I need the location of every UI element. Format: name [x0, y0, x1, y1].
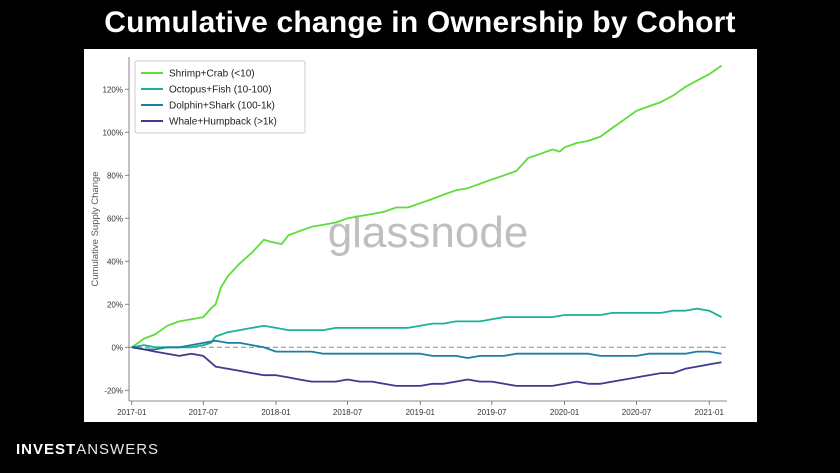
y-tick-label: 0%	[111, 343, 123, 352]
x-tick-label: 2018-01	[261, 408, 291, 417]
brand-logo: INVESTANSWERS	[16, 441, 159, 458]
series-line	[131, 307, 722, 349]
series-line	[131, 339, 722, 359]
y-axis-label: Cumulative Supply Change	[90, 171, 101, 286]
y-tick-label: 60%	[107, 214, 123, 223]
page-title: Cumulative change in Ownership by Cohort	[104, 6, 736, 39]
brand-part-1: INVEST	[16, 441, 77, 458]
y-tick-label: 20%	[107, 300, 123, 309]
x-tick-label: 2020-07	[622, 408, 652, 417]
y-tick-label: 100%	[103, 128, 123, 137]
x-tick-label: 2017-07	[189, 408, 219, 417]
legend-label: Dolphin+Shark (100-1k)	[169, 101, 275, 112]
series-line	[131, 346, 722, 387]
x-tick-label: 2018-07	[333, 408, 363, 417]
chart-panel: glassnode -20% 0% 20% 40% 60% 80% 100% 120% 2017-…	[84, 49, 757, 422]
watermark: glassnode	[328, 208, 529, 257]
y-tick-label: 120%	[103, 85, 123, 94]
y-tick-label: -20%	[104, 386, 123, 395]
x-tick-label: 2017-01	[117, 408, 147, 417]
legend-box	[134, 60, 306, 134]
y-tick-label: 40%	[107, 257, 123, 266]
x-tick-label: 2020-01	[550, 408, 580, 417]
legend-label: Octopus+Fish (10-100)	[169, 85, 272, 96]
legend-label: Whale+Humpback (>1k)	[169, 117, 277, 128]
series-line	[131, 64, 723, 349]
x-tick-label: 2019-01	[406, 408, 436, 417]
line-chart: glassnode -20% 0% 20% 40% 60% 80% 100% 120% 2017-…	[90, 57, 727, 417]
x-tick-label: 2021-01	[695, 408, 725, 417]
legend-label: Shrimp+Crab (<10)	[169, 69, 255, 80]
x-tick-label: 2019-07	[477, 408, 507, 417]
brand-part-2: ANSWERS	[76, 441, 160, 458]
y-tick-label: 80%	[107, 171, 123, 180]
